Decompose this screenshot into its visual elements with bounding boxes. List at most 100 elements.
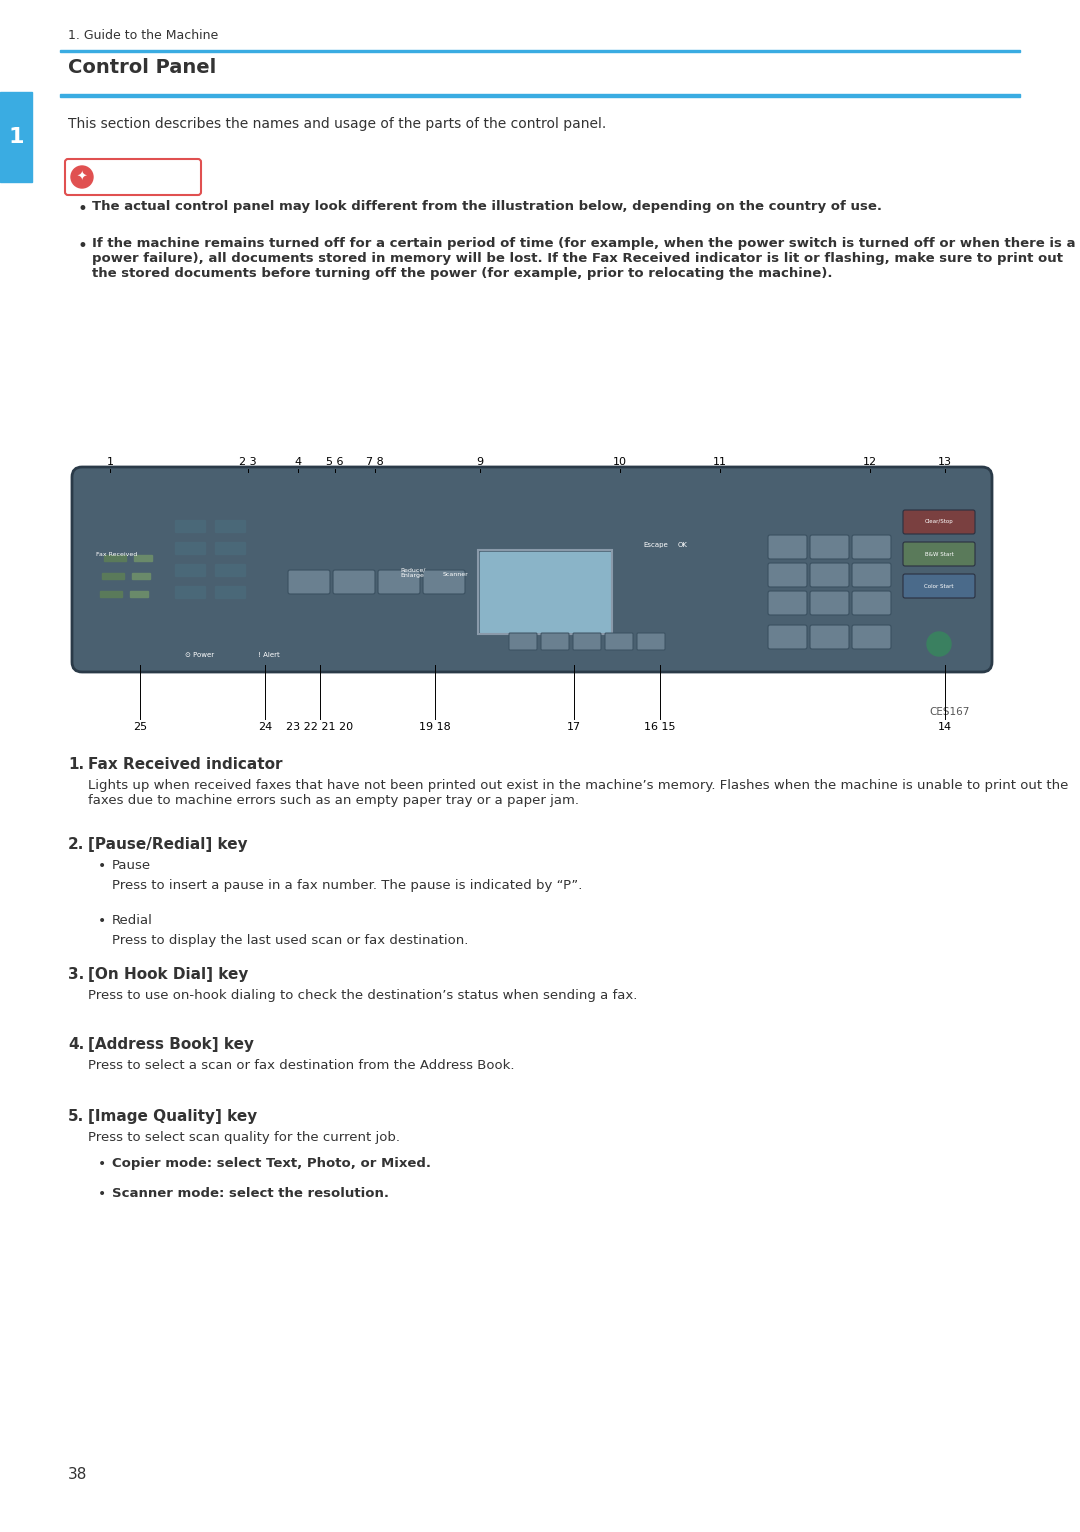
Text: Important: Important: [96, 170, 162, 184]
FancyBboxPatch shape: [72, 467, 993, 673]
Bar: [175, 519, 205, 532]
Text: Fax Received indicator: Fax Received indicator: [87, 757, 283, 772]
Bar: [134, 555, 152, 561]
Text: •: •: [98, 859, 106, 873]
FancyBboxPatch shape: [768, 625, 807, 650]
FancyBboxPatch shape: [810, 625, 849, 650]
Text: 25: 25: [133, 722, 147, 732]
Text: ✦: ✦: [77, 170, 87, 184]
FancyBboxPatch shape: [768, 535, 807, 559]
Text: •: •: [98, 915, 106, 928]
FancyBboxPatch shape: [605, 633, 633, 650]
FancyBboxPatch shape: [288, 570, 330, 594]
Text: Press to use on-hook dialing to check the destination’s status when sending a fa: Press to use on-hook dialing to check th…: [87, 990, 637, 1002]
Bar: [130, 591, 148, 597]
FancyBboxPatch shape: [810, 535, 849, 559]
Bar: [215, 519, 245, 532]
Text: Redial: Redial: [112, 915, 153, 927]
FancyBboxPatch shape: [810, 591, 849, 614]
Text: 12: 12: [863, 457, 877, 467]
FancyBboxPatch shape: [852, 591, 891, 614]
Text: 5.: 5.: [68, 1109, 84, 1124]
Bar: [215, 542, 245, 555]
Bar: [102, 573, 124, 579]
Text: Press to display the last used scan or fax destination.: Press to display the last used scan or f…: [112, 935, 469, 947]
Text: 2 3: 2 3: [239, 457, 257, 467]
Bar: [215, 564, 245, 576]
Text: 14: 14: [937, 722, 953, 732]
Text: 23 22 21 20: 23 22 21 20: [286, 722, 353, 732]
Text: 13: 13: [939, 457, 951, 467]
FancyBboxPatch shape: [903, 542, 975, 565]
Text: ! Alert: ! Alert: [258, 653, 280, 659]
Text: OK: OK: [678, 542, 688, 548]
Text: Press to select scan quality for the current job.: Press to select scan quality for the cur…: [87, 1131, 400, 1144]
Text: Reduce/
Enlarge: Reduce/ Enlarge: [400, 567, 426, 578]
FancyBboxPatch shape: [903, 510, 975, 535]
Text: B&W Start: B&W Start: [924, 552, 954, 556]
Bar: [175, 587, 205, 597]
Circle shape: [71, 165, 93, 188]
Bar: [132, 573, 150, 579]
Text: 9: 9: [476, 457, 484, 467]
Text: 16 15: 16 15: [645, 722, 676, 732]
Text: 5 6: 5 6: [326, 457, 343, 467]
Text: 17: 17: [567, 722, 581, 732]
Text: Scanner: Scanner: [443, 571, 469, 578]
Text: •: •: [78, 237, 87, 254]
Text: 2.: 2.: [68, 836, 84, 852]
Text: 1. Guide to the Machine: 1. Guide to the Machine: [68, 29, 218, 41]
Text: This section describes the names and usage of the parts of the control panel.: This section describes the names and usa…: [68, 116, 606, 132]
FancyBboxPatch shape: [541, 633, 569, 650]
Text: Control Panel: Control Panel: [68, 58, 216, 77]
Text: 4.: 4.: [68, 1037, 84, 1052]
Text: 24: 24: [258, 722, 272, 732]
Text: 1.: 1.: [68, 757, 84, 772]
Bar: [478, 550, 612, 634]
Text: ⊙ Power: ⊙ Power: [185, 653, 214, 659]
Bar: [104, 555, 126, 561]
Text: 7 8: 7 8: [366, 457, 383, 467]
Bar: [175, 542, 205, 555]
Text: Press to insert a pause in a fax number. The pause is indicated by “P”.: Press to insert a pause in a fax number.…: [112, 879, 582, 892]
Text: Lights up when received faxes that have not been printed out exist in the machin: Lights up when received faxes that have …: [87, 778, 1068, 807]
Bar: [480, 552, 610, 633]
Text: Pause: Pause: [112, 859, 151, 872]
FancyBboxPatch shape: [637, 633, 665, 650]
FancyBboxPatch shape: [768, 591, 807, 614]
FancyBboxPatch shape: [810, 562, 849, 587]
Text: 3.: 3.: [68, 967, 84, 982]
Text: Color Start: Color Start: [924, 584, 954, 588]
Text: •: •: [78, 201, 87, 218]
FancyBboxPatch shape: [852, 625, 891, 650]
Text: 11: 11: [713, 457, 727, 467]
Text: [Pause/Redial] key: [Pause/Redial] key: [87, 836, 247, 852]
Text: [Image Quality] key: [Image Quality] key: [87, 1109, 257, 1124]
FancyBboxPatch shape: [333, 570, 375, 594]
Bar: [0, 92, 32, 182]
Circle shape: [927, 633, 951, 656]
Text: 1: 1: [9, 127, 24, 147]
FancyBboxPatch shape: [378, 570, 420, 594]
Text: •: •: [98, 1187, 106, 1201]
Text: If the machine remains turned off for a certain period of time (for example, whe: If the machine remains turned off for a …: [92, 237, 1076, 280]
FancyBboxPatch shape: [852, 535, 891, 559]
Text: [On Hook Dial] key: [On Hook Dial] key: [87, 967, 248, 982]
FancyBboxPatch shape: [852, 562, 891, 587]
Text: 19 18: 19 18: [419, 722, 450, 732]
Text: 4: 4: [295, 457, 301, 467]
Text: Fax Received: Fax Received: [96, 552, 137, 558]
Text: Clear/Stop: Clear/Stop: [924, 519, 954, 524]
Text: Escape: Escape: [643, 542, 667, 548]
Text: Press to select a scan or fax destination from the Address Book.: Press to select a scan or fax destinatio…: [87, 1059, 514, 1072]
FancyBboxPatch shape: [768, 562, 807, 587]
FancyBboxPatch shape: [573, 633, 600, 650]
Text: Scanner mode: select the resolution.: Scanner mode: select the resolution.: [112, 1187, 389, 1200]
Text: 38: 38: [68, 1468, 87, 1481]
FancyBboxPatch shape: [423, 570, 465, 594]
FancyBboxPatch shape: [509, 633, 537, 650]
Bar: [60, 93, 1020, 97]
Text: Copier mode: select Text, Photo, or Mixed.: Copier mode: select Text, Photo, or Mixe…: [112, 1157, 431, 1170]
Bar: [175, 564, 205, 576]
Text: 10: 10: [613, 457, 627, 467]
